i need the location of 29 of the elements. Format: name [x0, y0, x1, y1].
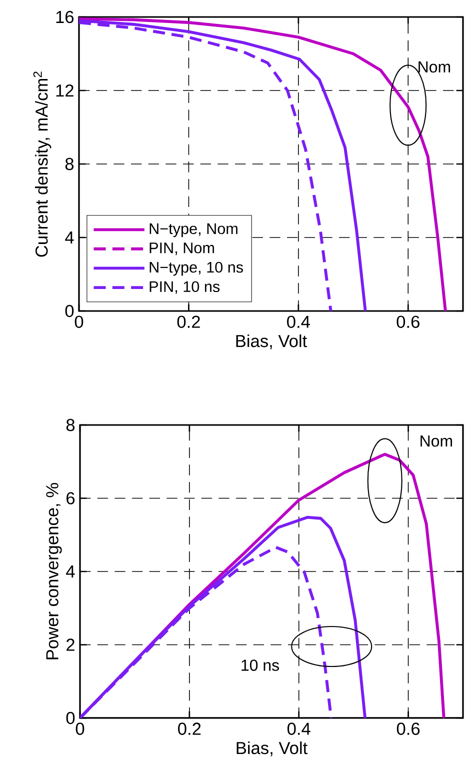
y-tick-label: 8: [65, 158, 74, 170]
y-tick-label: 4: [66, 566, 75, 578]
x-tick-label: 0.6: [396, 722, 420, 735]
x-axis-title: Bias, Volt: [236, 741, 308, 756]
y-tick-label: 12: [56, 84, 74, 97]
legend-label: PIN, Nom: [150, 242, 214, 256]
y-axis-title: Power convergence, %: [46, 483, 62, 660]
y-tick-label: 4: [65, 232, 74, 244]
x-tick-label: 0: [76, 722, 84, 735]
legend-label: N−type, 10 ns: [150, 262, 244, 276]
x-tick-label: 0.4: [287, 316, 310, 328]
x-tick-label: 0.2: [177, 316, 200, 328]
y-tick-label: 6: [66, 492, 75, 504]
x-axis-title: Bias, Volt: [236, 334, 307, 350]
x-tick-label: 0.6: [396, 316, 420, 328]
x-tick-label: 0.2: [178, 722, 201, 735]
y-tick-label: 8: [66, 418, 75, 432]
x-tick-label: 0.4: [287, 722, 310, 735]
annotation: Nom: [418, 61, 450, 73]
y-axis-title: Current density, mA/cm$^{2}$: [33, 72, 52, 257]
y-tick-label: 0: [66, 712, 75, 724]
annotation: Nom: [420, 436, 452, 447]
y-tick-label: 2: [66, 638, 74, 651]
legend-label: PIN, 10 ns: [150, 281, 220, 294]
annotation: 10 ns: [242, 660, 279, 671]
y-tick-label: 0: [65, 304, 74, 318]
legend-label: N−type, Nom: [150, 223, 238, 238]
y-tick-label: 16: [56, 10, 74, 24]
x-tick-label: 0: [74, 316, 84, 328]
